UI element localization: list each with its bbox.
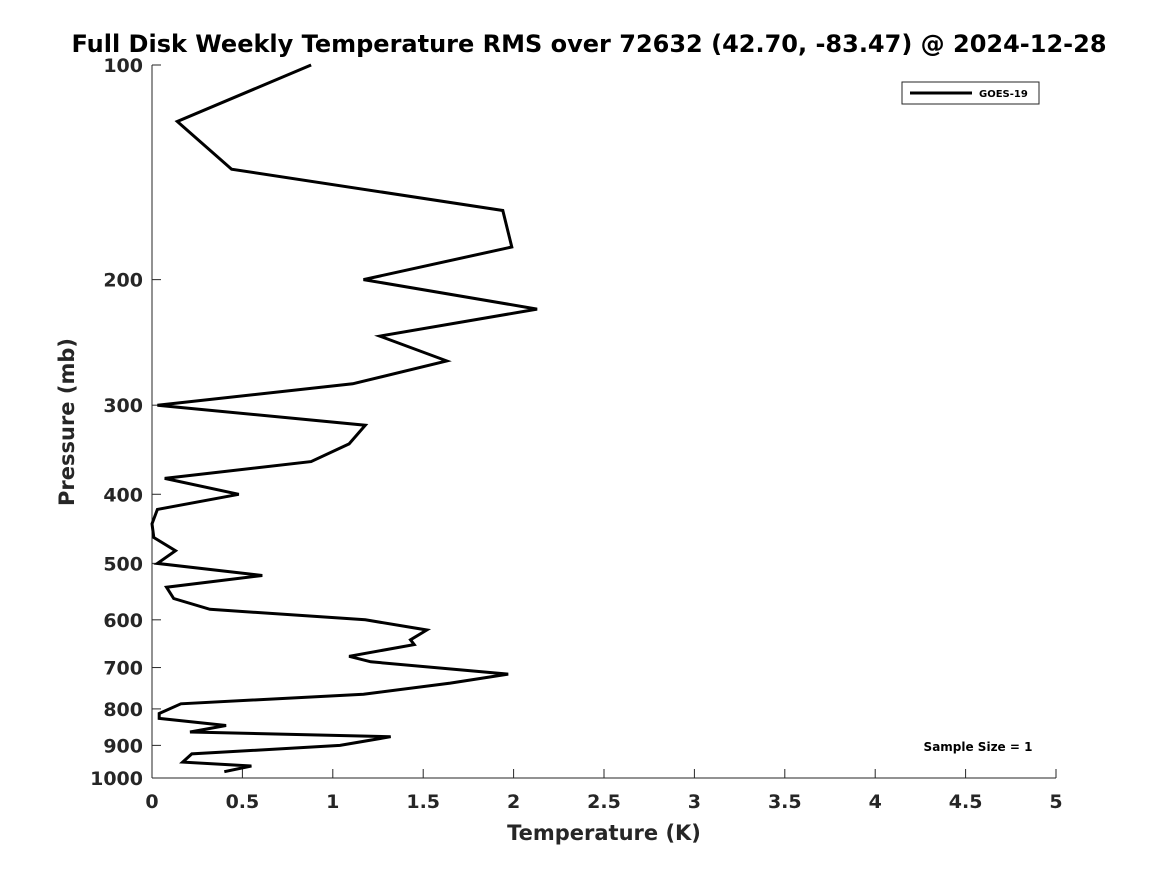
sample-size-annotation: Sample Size = 1 — [924, 740, 1033, 754]
x-axis-label: Temperature (K) — [507, 821, 701, 845]
chart-title: Full Disk Weekly Temperature RMS over 72… — [71, 30, 1106, 58]
y-axis-label: Pressure (mb) — [55, 338, 79, 506]
x-tick-label: 0 — [145, 791, 158, 813]
x-tick-label: 3 — [688, 791, 701, 813]
y-tick-label: 300 — [103, 395, 143, 417]
x-tick-label: 3.5 — [768, 791, 802, 813]
y-tick-label: 400 — [103, 484, 143, 506]
x-axis-ticks: 0 0.5 1 1.5 2 2.5 3 3.5 4 4.5 5 — [145, 769, 1063, 813]
x-tick-label: 1 — [326, 791, 339, 813]
y-tick-label: 200 — [103, 270, 143, 292]
x-tick-label: 0.5 — [226, 791, 260, 813]
y-tick-label: 800 — [103, 699, 143, 721]
y-tick-label: 1000 — [90, 768, 143, 790]
y-tick-label: 900 — [103, 735, 143, 757]
x-tick-label: 5 — [1049, 791, 1062, 813]
y-tick-label: 600 — [103, 610, 143, 632]
x-tick-label: 4 — [869, 791, 882, 813]
y-axis-ticks: 100 200 300 400 500 600 700 800 900 1000 — [90, 55, 161, 790]
legend: GOES-19 — [901, 81, 1040, 105]
x-tick-label: 1.5 — [406, 791, 440, 813]
series-layer — [150, 63, 538, 774]
x-tick-label: 4.5 — [949, 791, 983, 813]
x-tick-label: 2.5 — [587, 791, 621, 813]
y-tick-label: 700 — [103, 658, 143, 680]
legend-label: GOES-19 — [979, 89, 1028, 100]
y-tick-label: 100 — [103, 55, 143, 77]
x-tick-label: 2 — [507, 791, 520, 813]
axes: 0 0.5 1 1.5 2 2.5 3 3.5 4 4.5 5 100 200 300 400 500 600… — [90, 55, 1063, 813]
y-tick-label: 500 — [103, 553, 143, 575]
